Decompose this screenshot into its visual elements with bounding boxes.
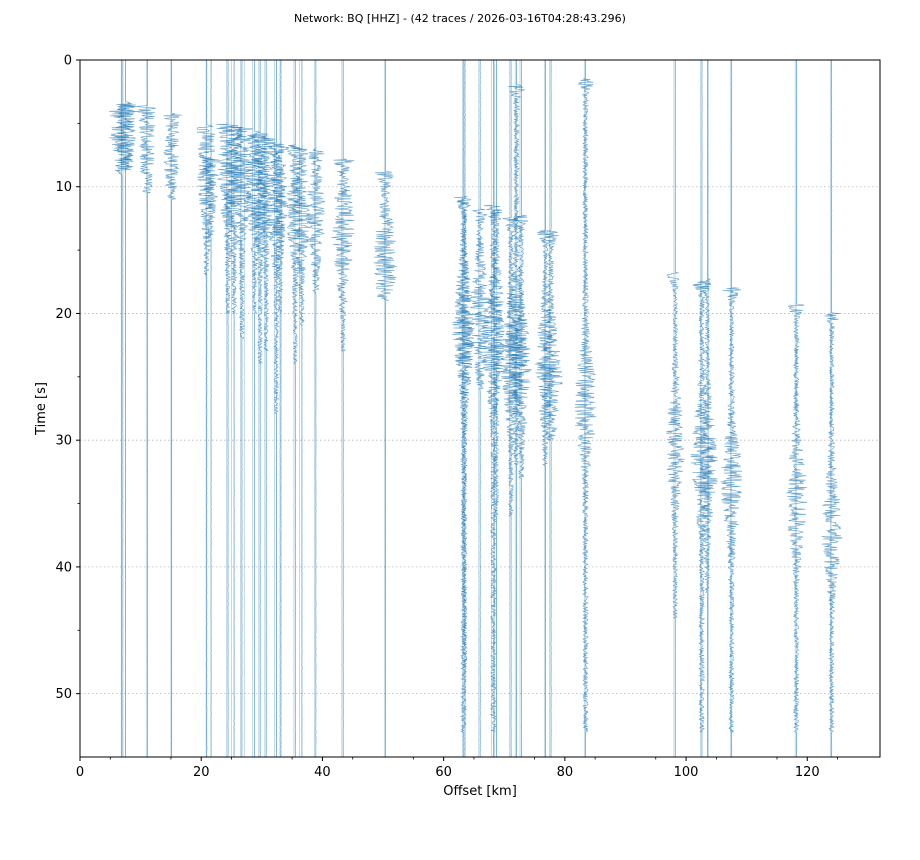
x-axis-ticks: 0 20 40 60 80 100 120	[76, 757, 838, 780]
seismic-trace	[293, 59, 311, 758]
seismic-trace	[256, 59, 276, 758]
seismic-trace	[455, 59, 474, 757]
y-tick-label: 40	[55, 560, 72, 575]
x-axis-label: Offset [km]	[443, 784, 517, 799]
x-tick-label: 40	[314, 765, 331, 780]
seismic-trace	[469, 59, 491, 758]
seismic-trace	[821, 59, 843, 758]
x-tick-label: 80	[557, 765, 574, 780]
seismic-trace	[250, 59, 270, 758]
x-tick-label: 120	[795, 765, 820, 780]
seismic-trace	[245, 60, 264, 758]
seismic-trace	[697, 59, 718, 757]
seismic-trace	[786, 60, 808, 758]
seismic-trace	[574, 59, 597, 758]
y-axis-label: Time [s]	[34, 382, 49, 436]
seismic-trace	[690, 60, 713, 758]
y-tick-label: 50	[55, 687, 72, 702]
seismic-trace	[539, 59, 563, 758]
seismic-trace	[272, 60, 289, 757]
plot-frame	[79, 59, 881, 758]
x-tick-label: 20	[193, 765, 210, 780]
seismic-trace	[373, 59, 397, 758]
y-tick-label: 30	[55, 434, 72, 449]
x-tick-label: 0	[76, 765, 84, 780]
chart-title: Network: BQ [HHZ] - (42 traces / 2026-03…	[294, 12, 626, 25]
seismic-trace	[231, 59, 253, 758]
seismic-trace	[163, 59, 182, 757]
x-tick-label: 100	[674, 765, 699, 780]
y-axis-ticks: 0 10 20 30 40 50	[55, 54, 80, 702]
seismic-trace	[505, 59, 528, 758]
x-tick-label: 60	[435, 765, 452, 780]
y-tick-label: 0	[64, 54, 72, 69]
seismic-trace	[286, 59, 304, 757]
y-tick-label: 20	[55, 307, 72, 322]
seismic-trace	[201, 59, 220, 758]
seismic-trace	[115, 59, 137, 758]
seismic-trace	[136, 60, 156, 757]
seismic-trace	[488, 59, 505, 758]
seismic-trace	[510, 59, 532, 757]
seismic-trace	[108, 60, 136, 757]
seismic-trace	[666, 60, 685, 757]
seismic-trace	[306, 59, 325, 758]
seismic-trace	[500, 59, 521, 757]
seismic-trace	[196, 59, 217, 757]
seismic-trace	[223, 59, 245, 757]
trace-layer	[108, 59, 843, 758]
seismic-trace	[452, 60, 476, 758]
y-tick-label: 10	[55, 180, 72, 195]
seismic-trace	[720, 59, 743, 758]
seismic-trace	[266, 59, 286, 758]
seismic-trace	[534, 59, 557, 757]
seismic-trace	[331, 59, 355, 758]
seismic-trace	[481, 59, 505, 758]
